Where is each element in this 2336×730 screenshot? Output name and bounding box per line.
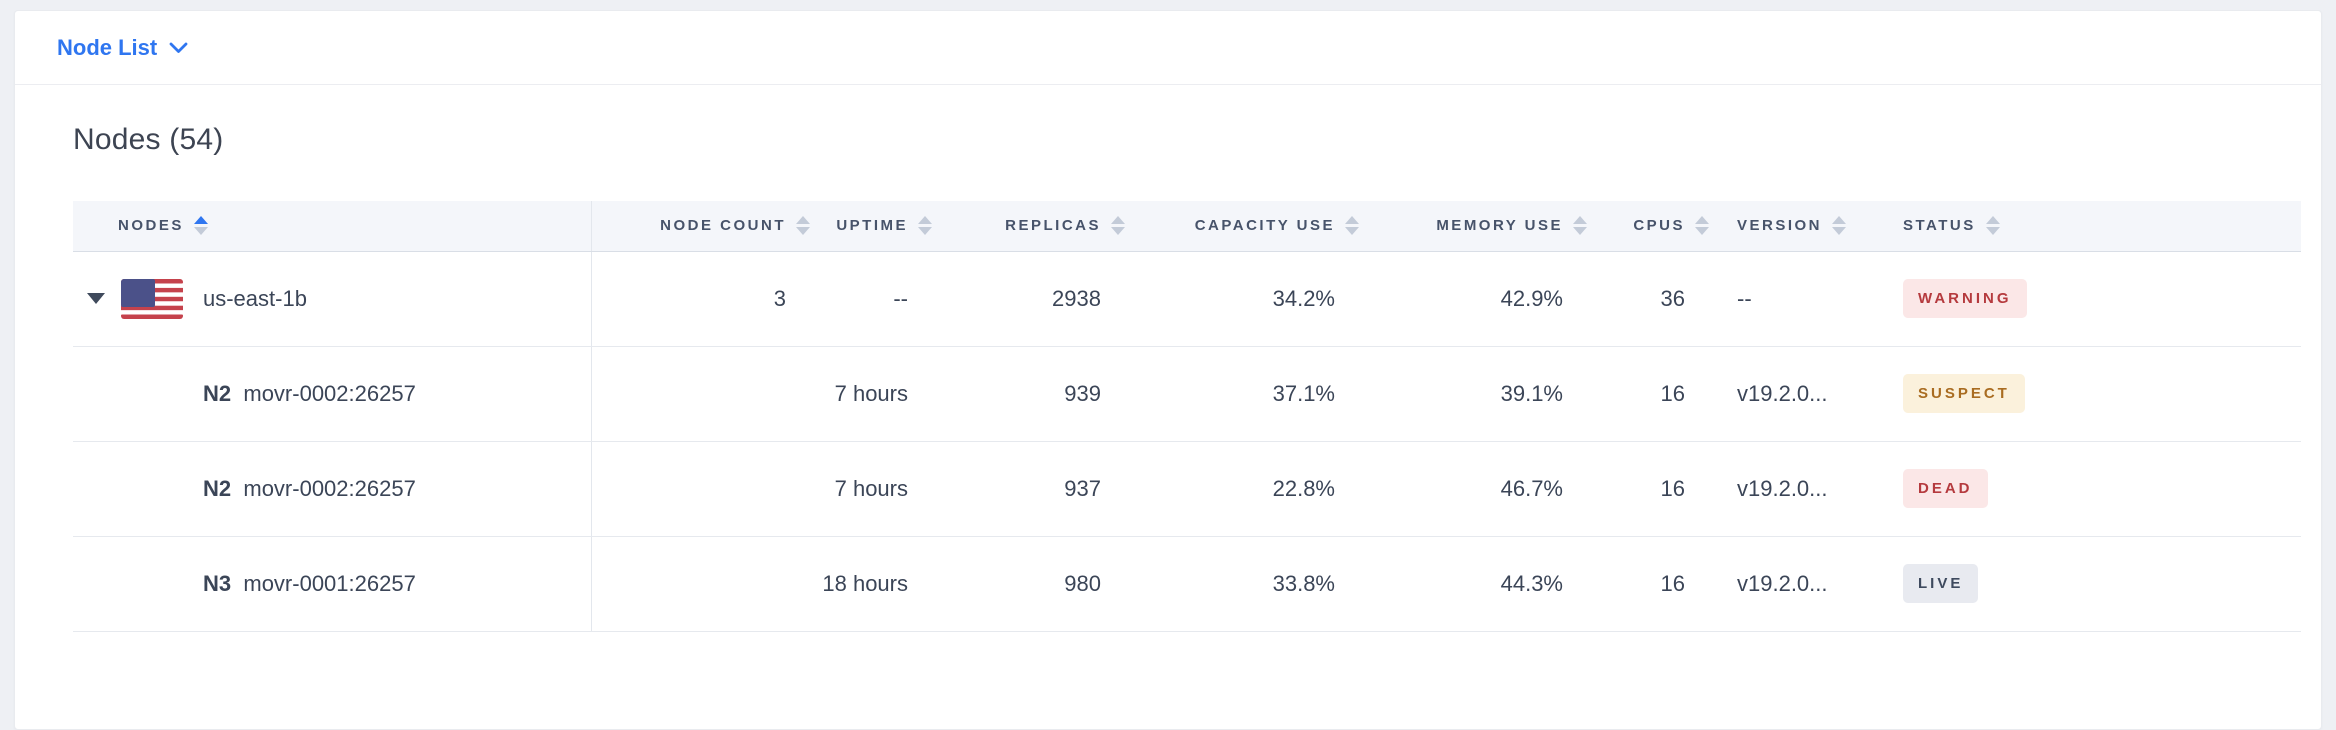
cell-status: LIVE [1877,536,2301,632]
cell-node-count [591,441,818,537]
cell-version: v19.2.0... [1717,441,1877,537]
view-switcher-label: Node List [57,34,158,60]
column-header-version[interactable]: Version [1717,201,1877,252]
node-id: N2 [203,380,238,406]
table-row-node: N2 movr-0002:26257 7 hours 937 22.8% 46.… [73,441,2301,537]
column-header-nodes[interactable]: Nodes [73,201,592,252]
cell-capacity-use: 37.1% [1133,346,1367,442]
sort-icon [796,216,810,236]
cell-cpus: 16 [1595,441,1717,537]
column-label: Node Count [660,217,786,235]
node-id: N3 [203,570,238,596]
node-address: movr-0002:26257 [243,380,416,406]
sort-asc-icon [193,216,208,236]
cell-replicas: 939 [940,346,1133,442]
table-row-region: us-east-1b 3 -- 2938 34.2% 42.9% 36 -- W… [73,251,2301,347]
status-badge: DEAD [1903,469,1988,508]
cell-uptime: 7 hours [818,346,940,442]
column-header-memory-use[interactable]: Memory Use [1367,201,1595,252]
cell-cpus: 16 [1595,346,1717,442]
nodes-table: Nodes Node Count Uptime [73,201,2301,632]
chevron-down-icon [169,42,188,54]
node-id: N2 [203,475,238,501]
sort-icon [1573,216,1587,236]
column-header-node-count[interactable]: Node Count [591,201,818,252]
cell-status: SUSPECT [1877,346,2301,442]
column-label: CPUs [1633,217,1685,235]
cell-memory-use: 39.1% [1367,346,1595,442]
cell-capacity-use: 33.8% [1133,536,1367,632]
status-badge: SUSPECT [1903,374,2025,413]
column-header-replicas[interactable]: Replicas [940,201,1133,252]
cell-capacity-use: 22.8% [1133,441,1367,537]
column-header-cpus[interactable]: CPUs [1595,201,1717,252]
view-switcher-dropdown[interactable]: Node List [57,35,188,61]
page-title: Nodes (54) [73,123,224,156]
cell-version: -- [1717,251,1877,347]
cell-cpus: 36 [1595,251,1717,347]
cell-replicas: 980 [940,536,1133,632]
status-badge: LIVE [1903,564,1979,603]
sort-icon [918,216,932,236]
region-name: us-east-1b [203,285,307,311]
cell-memory-use: 44.3% [1367,536,1595,632]
node-address: movr-0001:26257 [243,570,416,596]
column-label: Version [1737,217,1823,235]
sort-icon [1345,216,1359,236]
column-label: Nodes [118,217,184,235]
cell-version: v19.2.0... [1717,536,1877,632]
column-label: Uptime [836,217,908,235]
card-body: Nodes (54) Nodes Node Count [15,85,2321,632]
sort-icon [1111,216,1125,236]
collapse-caret-icon[interactable] [87,293,105,304]
column-label: Status [1903,217,1976,235]
cell-replicas: 2938 [940,251,1133,347]
column-label: Memory Use [1436,217,1563,235]
cell-status: DEAD [1877,441,2301,537]
card-header: Node List [15,11,2321,85]
cell-node-count [591,536,818,632]
us-flag-icon [121,278,183,319]
cell-memory-use: 46.7% [1367,441,1595,537]
sort-icon [1695,216,1709,236]
cell-version: v19.2.0... [1717,346,1877,442]
cell-node-count [591,346,818,442]
table-header-row: Nodes Node Count Uptime [73,201,2301,252]
column-label: Capacity Use [1194,217,1335,235]
cell-memory-use: 42.9% [1367,251,1595,347]
table-row-node: N2 movr-0002:26257 7 hours 939 37.1% 39.… [73,346,2301,442]
column-header-status[interactable]: Status [1877,201,2301,252]
node-address: movr-0002:26257 [243,475,416,501]
cell-cpus: 16 [1595,536,1717,632]
status-badge: WARNING [1903,279,2027,318]
node-list-card: Node List Nodes (54) Nodes [14,10,2322,730]
cell-node-count: 3 [591,251,818,347]
cell-uptime: -- [818,251,940,347]
column-label: Replicas [1005,217,1101,235]
table-row-node: N3 movr-0001:26257 18 hours 980 33.8% 44… [73,536,2301,632]
sort-icon [1832,216,1847,236]
cell-uptime: 7 hours [818,441,940,537]
cell-replicas: 937 [940,441,1133,537]
cell-capacity-use: 34.2% [1133,251,1367,347]
cell-status: WARNING [1877,251,2301,347]
column-header-uptime[interactable]: Uptime [818,201,940,252]
cell-uptime: 18 hours [818,536,940,632]
column-header-capacity-use[interactable]: Capacity Use [1133,201,1367,252]
sort-icon [1985,216,2000,236]
